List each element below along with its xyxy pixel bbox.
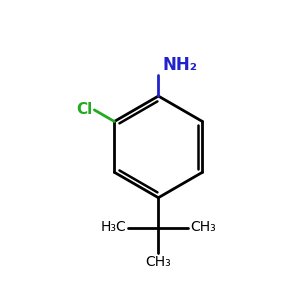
Text: CH₃: CH₃ [191,220,217,234]
Text: CH₃: CH₃ [146,256,171,269]
Text: NH₂: NH₂ [163,56,198,74]
Text: Cl: Cl [76,102,92,117]
Text: H₃C: H₃C [100,220,126,234]
